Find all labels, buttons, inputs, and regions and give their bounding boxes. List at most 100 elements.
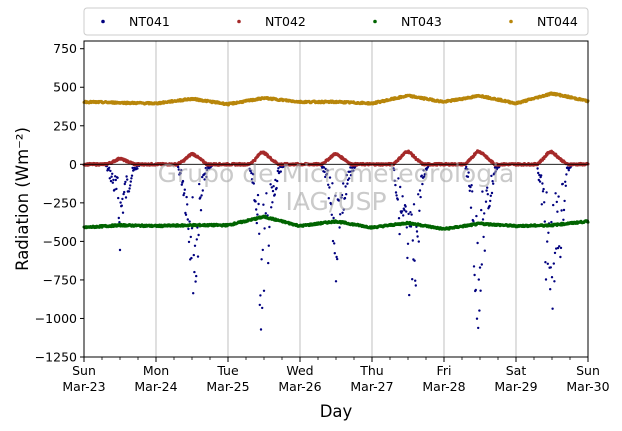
data-point — [115, 187, 118, 191]
data-point — [121, 197, 124, 201]
y-tick-label: 500 — [53, 80, 77, 95]
data-point — [489, 194, 492, 197]
data-point — [182, 193, 185, 197]
data-point — [323, 170, 326, 174]
data-point — [482, 235, 485, 239]
data-point — [537, 171, 540, 175]
y-tick-label: 250 — [53, 118, 77, 133]
data-point — [199, 196, 202, 199]
data-point — [259, 294, 262, 297]
data-point — [547, 231, 550, 234]
data-point — [544, 278, 548, 281]
data-point — [418, 209, 421, 212]
data-point — [335, 255, 338, 259]
data-point — [322, 166, 326, 169]
data-point — [261, 306, 264, 310]
data-points — [82, 91, 590, 331]
data-point — [416, 235, 419, 238]
data-point — [471, 190, 474, 193]
y-tick-label: −250 — [43, 195, 77, 210]
series-NT043 — [82, 214, 590, 231]
data-point — [348, 170, 351, 173]
data-point — [421, 182, 424, 186]
data-point — [494, 170, 497, 173]
data-point — [467, 171, 470, 174]
data-point — [556, 210, 559, 213]
data-point — [338, 226, 341, 229]
data-point — [419, 195, 422, 199]
data-point — [252, 182, 255, 185]
x-tick-label-day: Sun — [576, 363, 600, 378]
data-point — [550, 220, 553, 224]
x-tick-label-date: Mar-27 — [350, 379, 393, 394]
data-point — [394, 191, 398, 194]
data-point — [340, 196, 343, 199]
data-point — [250, 171, 253, 175]
data-point — [205, 175, 208, 179]
data-point — [553, 280, 556, 283]
data-point — [270, 206, 273, 209]
data-point — [564, 180, 567, 183]
data-point — [119, 201, 122, 204]
data-point — [111, 181, 115, 184]
data-point — [417, 193, 420, 196]
watermark-line-1: Grupo de Micrometeorologia — [158, 159, 515, 188]
data-point — [469, 185, 472, 189]
data-point — [128, 187, 131, 190]
data-point — [337, 199, 341, 202]
data-point — [184, 213, 188, 216]
data-point — [116, 176, 119, 179]
data-point — [489, 199, 492, 203]
data-point — [267, 244, 270, 247]
data-point — [563, 199, 566, 203]
data-point — [404, 205, 407, 208]
y-tick-label: 0 — [69, 157, 77, 172]
x-tick-label-day: Sat — [506, 363, 527, 378]
data-point — [271, 189, 275, 193]
data-point — [255, 221, 258, 225]
data-point — [258, 303, 261, 307]
data-point — [181, 179, 185, 183]
data-point — [543, 201, 546, 204]
data-point — [269, 183, 272, 186]
data-point — [195, 274, 198, 278]
legend-marker-NT042 — [237, 19, 241, 24]
data-point — [557, 195, 560, 198]
data-point — [123, 190, 126, 194]
x-tick-label-date: Mar-28 — [422, 379, 465, 394]
data-point — [130, 174, 134, 177]
data-point — [117, 216, 121, 220]
data-point — [260, 258, 263, 261]
data-point — [540, 203, 543, 206]
data-point — [560, 209, 563, 212]
data-point — [124, 180, 127, 184]
data-point — [344, 185, 347, 188]
data-point — [395, 194, 398, 197]
data-point — [121, 211, 125, 214]
data-point — [492, 182, 495, 185]
legend-marker-NT043 — [373, 19, 377, 24]
data-point — [107, 168, 110, 171]
data-point — [328, 186, 331, 189]
data-point — [493, 172, 496, 175]
x-tick-label-day: Mon — [143, 363, 169, 378]
data-point — [397, 217, 401, 220]
y-tick-label: −750 — [43, 272, 77, 287]
data-point — [352, 169, 355, 172]
data-point — [186, 218, 189, 221]
data-point — [405, 226, 408, 229]
data-point — [271, 201, 274, 204]
data-point — [324, 175, 327, 179]
data-point — [200, 194, 203, 197]
data-point — [194, 280, 197, 283]
data-point — [409, 211, 412, 214]
data-point — [257, 202, 260, 206]
data-point — [400, 210, 404, 213]
data-point — [556, 246, 560, 250]
data-point — [546, 240, 549, 243]
data-point — [331, 239, 335, 243]
data-point — [193, 244, 197, 247]
legend-marker-NT044 — [509, 19, 513, 24]
data-point — [258, 232, 261, 235]
data-point — [538, 180, 542, 183]
